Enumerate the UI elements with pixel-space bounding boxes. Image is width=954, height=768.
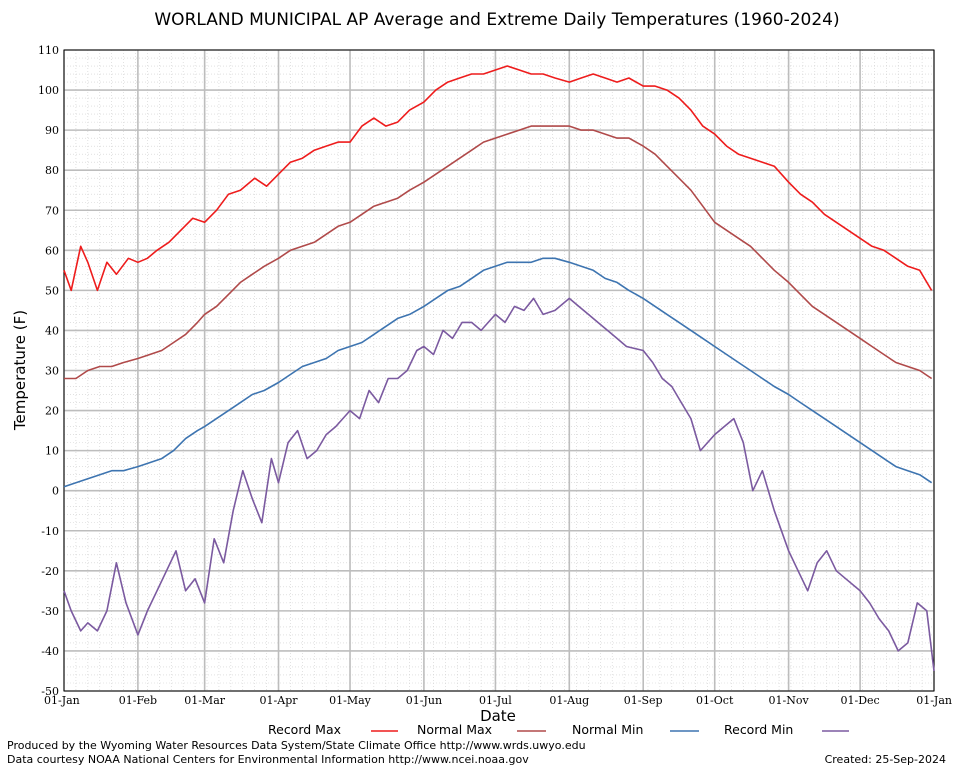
y-tick-label: -40 — [41, 645, 59, 658]
x-tick-label: 01-Jul — [479, 694, 512, 707]
x-tick-label: 01-Jan — [916, 694, 952, 707]
x-tick-label: 01-May — [329, 694, 372, 707]
x-tick-label: 01-Nov — [769, 694, 810, 707]
x-axis-label: Date — [480, 707, 516, 725]
y-tick-label: 100 — [38, 84, 59, 97]
legend-item-record-max: Record Max — [268, 722, 398, 737]
x-tick-label: 01-Apr — [260, 694, 299, 707]
y-tick-label: 110 — [38, 44, 59, 57]
y-tick-label: 50 — [45, 284, 59, 297]
x-tick-label: 01-Mar — [184, 694, 226, 707]
x-tick-label: 01-Oct — [696, 694, 734, 707]
plot-frame — [63, 49, 935, 692]
series-line-record-max — [63, 65, 933, 292]
legend-label-record-min: Record Min — [724, 722, 793, 737]
y-tick-label: -10 — [41, 525, 59, 538]
legend: Record Max Normal Max Normal Min Record … — [268, 722, 849, 737]
chart-title: WORLAND MUNICIPAL AP Average and Extreme… — [154, 10, 839, 30]
series-line-record-min — [63, 297, 935, 672]
legend-item-normal-max: Normal Max — [417, 722, 546, 737]
legend-item-record-min: Record Min — [724, 722, 849, 737]
x-tick-label: 01-Aug — [549, 694, 589, 707]
x-tick-label: 01-Jun — [406, 694, 442, 707]
footer-created-date: Created: 25-Sep-2024 — [824, 753, 946, 766]
x-tick-label: 01-Feb — [119, 694, 157, 707]
y-tick-label: 70 — [45, 204, 59, 217]
y-tick-label: -50 — [41, 685, 59, 698]
legend-label-normal-max: Normal Max — [417, 722, 492, 737]
x-tick-label: 01-Jan — [44, 694, 80, 707]
footer-produced-by: Produced by the Wyoming Water Resources … — [7, 739, 586, 752]
y-tick-label: 90 — [45, 124, 59, 137]
series-line-normal-max — [64, 125, 933, 380]
legend-item-normal-min: Normal Min — [572, 722, 699, 737]
series-lines — [63, 65, 935, 672]
y-tick-label: 80 — [45, 164, 59, 177]
y-tick-label: 30 — [45, 365, 59, 378]
x-axis-ticks: 01-Jan 01-Feb 01-Mar 01-Apr 01-May 01-Jun 01-J… — [44, 694, 952, 707]
y-tick-label: -30 — [41, 605, 59, 618]
x-tick-label: 01-Dec — [841, 694, 880, 707]
legend-label-record-max: Record Max — [268, 722, 341, 737]
y-tick-label: 0 — [52, 485, 59, 498]
x-tick-label: 01-Sep — [624, 694, 663, 707]
series-line-normal-min — [63, 257, 933, 488]
y-axis-label: Temperature (F) — [11, 310, 29, 431]
footer-data-courtesy: Data courtesy NOAA National Centers for … — [7, 753, 529, 766]
y-tick-label: -20 — [41, 565, 59, 578]
y-tick-label: 40 — [45, 324, 59, 337]
y-tick-label: 60 — [45, 244, 59, 257]
legend-label-normal-min: Normal Min — [572, 722, 643, 737]
y-tick-label: 10 — [45, 445, 59, 458]
y-tick-label: 20 — [45, 405, 59, 418]
